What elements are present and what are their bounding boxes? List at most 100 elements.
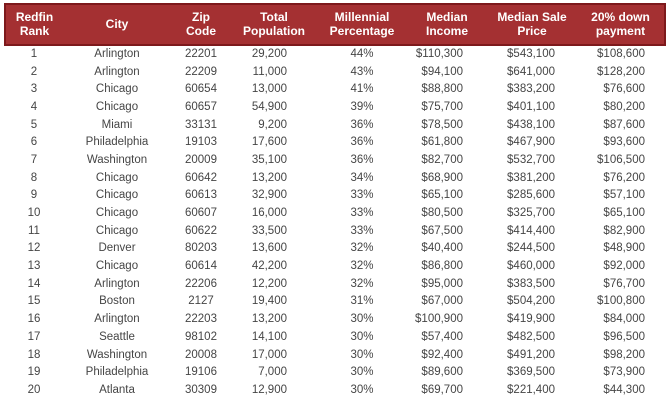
cell-millennial-percentage: 33%	[350, 224, 374, 237]
cell-millennial-percentage: 30%	[350, 383, 374, 396]
cell-median-sale-price: $419,900	[507, 313, 555, 326]
cell-median-income: $78,500	[421, 118, 463, 131]
cell-median-income: $80,500	[421, 207, 463, 220]
cell-redfin-rank: 9	[30, 189, 38, 202]
cell-total-population: 11,000	[252, 65, 287, 78]
cell-20-down-payment: $80,200	[603, 100, 645, 113]
cell-redfin-rank: 8	[30, 171, 38, 184]
cell-20-down-payment: $76,700	[603, 277, 645, 290]
cell-total-population: 33,500	[251, 224, 287, 237]
table-row: 12 Denver 80203 13,600 32% $40,400 $244,500 $48…	[5, 240, 665, 258]
cell-median-sale-price: $401,100	[507, 100, 555, 113]
cell-millennial-percentage: 33%	[350, 189, 374, 202]
cell-median-sale-price: $325,700	[507, 207, 555, 220]
cell-median-sale-price: $438,100	[507, 118, 555, 131]
cell-city: Boston	[99, 295, 135, 308]
table-row: 3 Chicago 60654 13,000 41% $88,800 $383,200 $76…	[5, 80, 665, 98]
cell-median-income: $67,500	[421, 224, 463, 237]
table-row: 10 Chicago 60607 16,000 33% $80,500 $325,700 $6…	[5, 204, 665, 222]
cell-median-income: $94,100	[421, 65, 463, 78]
cell-millennial-percentage: 32%	[350, 260, 374, 273]
cell-median-income: $75,700	[421, 100, 463, 113]
cell-median-income: $100,900	[415, 313, 463, 326]
column-header-20-down-payment: 20% down payment	[577, 3, 666, 46]
cell-zip-code: 60642	[185, 171, 217, 184]
cell-city: Arlington	[94, 277, 140, 290]
cell-zip-code: 22206	[185, 277, 217, 290]
cell-total-population: 42,200	[251, 260, 287, 273]
table-row: 11 Chicago 60622 33,500 33% $67,500 $414,400 $8…	[5, 222, 665, 240]
table-row: 2 Arlington 22209 11,000 43% $94,100 $641,000 $…	[5, 63, 665, 81]
cell-redfin-rank: 3	[30, 83, 38, 96]
cell-millennial-percentage: 30%	[350, 330, 374, 343]
cell-redfin-rank: 2	[30, 65, 38, 78]
cell-median-sale-price: $532,700	[507, 153, 555, 166]
table-row: 5 Miami 33131 9,200 36% $78,500 $438,100 $87,60…	[5, 116, 665, 134]
cell-zip-code: 60607	[185, 207, 217, 220]
cell-total-population: 29,200	[251, 48, 287, 61]
table-row: 9 Chicago 60613 32,900 33% $65,100 $285,600 $57…	[5, 187, 665, 205]
cell-median-sale-price: $641,000	[507, 65, 555, 78]
cell-total-population: 19,400	[251, 295, 287, 308]
table-row: 17 Seattle 98102 14,100 30% $57,400 $482,500 $9…	[5, 328, 665, 346]
cell-median-sale-price: $504,200	[507, 295, 555, 308]
cell-median-income: $57,400	[421, 330, 463, 343]
cell-20-down-payment: $100,800	[597, 295, 645, 308]
cell-zip-code: 19103	[185, 136, 217, 149]
cell-city: Seattle	[99, 330, 135, 343]
cell-20-down-payment: $76,200	[603, 171, 645, 184]
cell-city: Arlington	[94, 48, 140, 61]
cell-city: Chicago	[95, 171, 139, 184]
cell-millennial-percentage: 32%	[350, 242, 374, 255]
cell-median-sale-price: $369,500	[507, 366, 555, 379]
cell-zip-code: 22201	[185, 48, 217, 61]
cell-city: Miami	[101, 118, 133, 131]
cell-total-population: 16,000	[251, 207, 287, 220]
cell-redfin-rank: 10	[27, 207, 41, 220]
cell-zip-code: 60613	[185, 189, 217, 202]
cell-redfin-rank: 20	[27, 383, 41, 396]
cell-total-population: 17,600	[251, 136, 287, 149]
cell-zip-code: 2127	[188, 295, 214, 308]
cell-median-income: $69,700	[421, 383, 463, 396]
cell-total-population: 13,600	[251, 242, 287, 255]
cell-median-income: $110,300	[415, 48, 463, 61]
cell-median-sale-price: $383,200	[507, 83, 555, 96]
cell-redfin-rank: 18	[27, 348, 41, 361]
cell-median-income: $82,700	[421, 153, 463, 166]
cell-median-income: $92,400	[421, 348, 463, 361]
cell-20-down-payment: $76,600	[603, 83, 645, 96]
cell-city: Atlanta	[99, 383, 135, 396]
table-row: 14 Arlington 22206 12,200 32% $95,000 $383,500…	[5, 275, 665, 293]
table-row: 16 Arlington 22203 13,200 30% $100,900 $419,90…	[5, 310, 665, 328]
table-row: 19 Philadelphia 19106 7,000 30% $89,600 $369,5…	[5, 363, 665, 381]
cell-zip-code: 60622	[185, 224, 217, 237]
cell-redfin-rank: 5	[30, 118, 38, 131]
cell-millennial-percentage: 32%	[350, 277, 374, 290]
column-header-median-sale-price: Median Sale Price	[487, 3, 577, 46]
cell-redfin-rank: 14	[27, 277, 41, 290]
column-header-median-income: Median Income	[407, 3, 487, 46]
table-row: 20 Atlanta 30309 12,900 30% $69,700 $221,400 $4…	[5, 381, 665, 399]
table-row: 1 Arlington 22201 29,200 44% $110,300 $543,100…	[5, 45, 665, 63]
cell-median-sale-price: $381,200	[507, 171, 555, 184]
cell-zip-code: 60657	[185, 100, 217, 113]
cell-millennial-percentage: 41%	[350, 83, 374, 96]
cell-20-down-payment: $128,200	[597, 65, 645, 78]
cell-redfin-rank: 7	[30, 153, 38, 166]
column-header-millennial-percentage: Millennial Percentage	[317, 3, 407, 46]
cell-median-sale-price: $244,500	[507, 242, 555, 255]
cell-millennial-percentage: 36%	[350, 136, 374, 149]
cell-city: Chicago	[95, 224, 139, 237]
cell-city: Chicago	[95, 83, 139, 96]
cell-millennial-percentage: 36%	[350, 153, 374, 166]
cell-redfin-rank: 1	[30, 48, 38, 61]
table-header: Redfin Rank City Zip Code Total Population M…	[4, 3, 666, 46]
cell-redfin-rank: 11	[28, 224, 40, 237]
column-header-redfin-rank: Redfin Rank	[4, 3, 63, 46]
cell-median-income: $86,800	[421, 260, 463, 273]
cell-redfin-rank: 17	[27, 330, 41, 343]
table-row: 15 Boston 2127 19,400 31% $67,000 $504,200 $100…	[5, 293, 665, 311]
cell-zip-code: 33131	[185, 118, 217, 131]
